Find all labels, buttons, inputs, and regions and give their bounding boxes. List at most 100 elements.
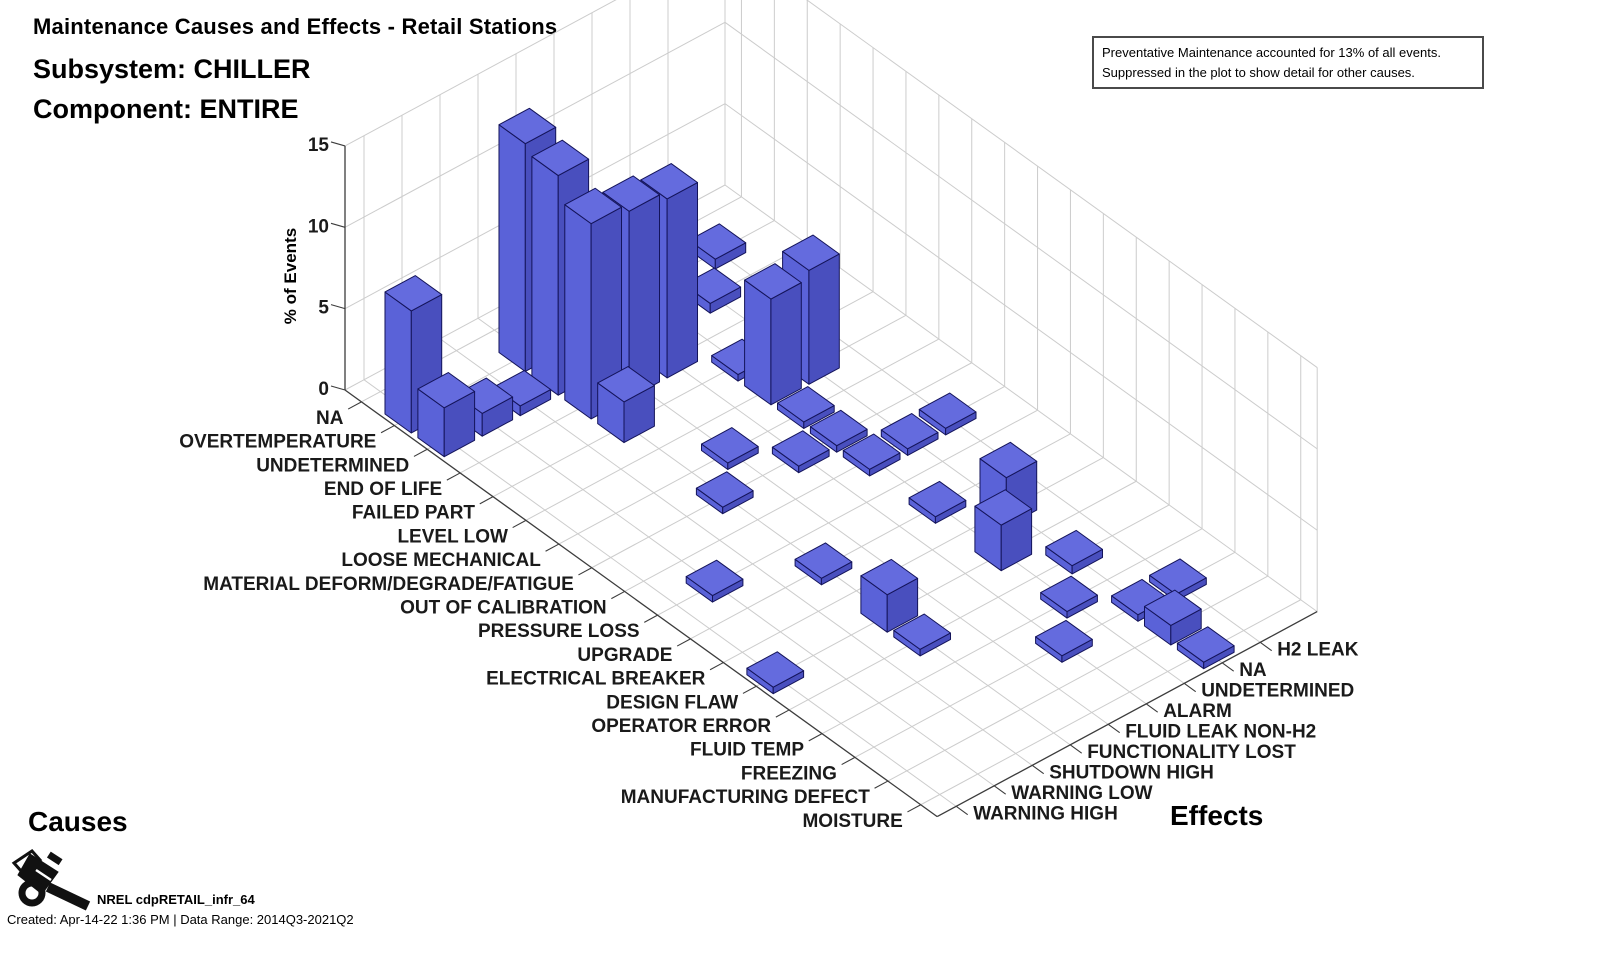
- bar-face-top: [1045, 529, 1104, 567]
- cause-tick: [841, 756, 856, 766]
- wall-gridline-z: [724, 103, 1318, 531]
- effects-axis: [936, 611, 1318, 818]
- z-axis-label: % of Events: [281, 227, 300, 325]
- cause-tick-label: FREEZING: [741, 763, 837, 784]
- cause-tick: [907, 804, 922, 813]
- cause-tick: [446, 472, 461, 481]
- cause-tick: [676, 638, 691, 647]
- bar-face-top: [974, 489, 1033, 526]
- bar-face-top: [640, 163, 699, 200]
- effect-tick-label: WARNING HIGH: [973, 803, 1118, 824]
- z-tick: [330, 385, 346, 391]
- bar-design-flaw-x-functionality-lost: [860, 558, 919, 633]
- bar-face-top: [908, 480, 967, 518]
- bar-design-flaw-x-warning-high: [746, 651, 805, 695]
- floor-gridline-cause: [591, 362, 972, 569]
- bar-face-top: [597, 366, 655, 403]
- bar-face-top: [1040, 575, 1098, 613]
- bar-failed-part-x-functionality-lost: [597, 366, 655, 444]
- bar-loose-mechanical-x-undetermined: [776, 386, 835, 429]
- cause-tick-label: OVERTEMPERATURE: [179, 432, 376, 453]
- bar-face-top: [794, 542, 853, 579]
- bar-face-top: [700, 427, 759, 464]
- bar-face-top: [744, 263, 802, 300]
- bar-out-of-calibration-x-na: [880, 413, 939, 456]
- bar-manufacturing-defect-x-na: [1143, 589, 1202, 646]
- bar-face-top: [918, 392, 977, 429]
- bar-face-right: [808, 253, 840, 385]
- bar-face-top: [746, 651, 805, 688]
- cause-tick-label: OPERATOR ERROR: [591, 716, 771, 737]
- effect-tick-label: H2 LEAK: [1277, 639, 1359, 660]
- bar-face-left: [498, 124, 526, 372]
- z-tick-label: 10: [308, 216, 329, 237]
- floor-gridline-cause: [920, 599, 1301, 806]
- effect-tick: [1031, 764, 1045, 775]
- cause-tick: [742, 685, 757, 694]
- note-line-1: Preventative Maintenance accounted for 1…: [1102, 45, 1441, 60]
- cause-tick-label: ELECTRICAL BREAKER: [486, 669, 705, 690]
- effect-tick-label: FLUID LEAK NON-H2: [1125, 721, 1316, 742]
- bar-undetermined-x-warning-high: [417, 372, 476, 458]
- fuel-nozzle-icon: [11, 849, 91, 911]
- z-tick-label: 15: [308, 135, 330, 156]
- header: Maintenance Causes and Effects - Retail …: [33, 14, 557, 125]
- bar-face-top: [695, 471, 754, 508]
- cause-tick-label: FAILED PART: [352, 503, 476, 524]
- bar-face-top: [842, 433, 901, 470]
- cause-tick: [479, 496, 494, 505]
- floor-gridline-cause: [723, 457, 1104, 663]
- bar-face-left: [744, 279, 772, 406]
- bar-face-top: [1143, 589, 1202, 626]
- bar-face-top: [688, 223, 747, 260]
- causes-axis: [344, 389, 938, 818]
- z-tick: [330, 141, 346, 147]
- cause-tick-label: MATERIAL DEFORM/DEGRADE/FATIGUE: [203, 574, 574, 595]
- effect-tick: [1183, 682, 1197, 693]
- cause-tick-label: LEVEL LOW: [397, 526, 508, 547]
- cause-tick-label: DESIGN FLAW: [606, 692, 738, 713]
- bar-face-top: [880, 413, 939, 450]
- bar-face-top: [809, 409, 868, 447]
- z-tick-label: 0: [318, 379, 329, 400]
- bar-face-left: [531, 156, 559, 396]
- effect-tick: [1069, 744, 1083, 754]
- cause-tick: [578, 567, 593, 576]
- cause-tick-label: MOISTURE: [802, 811, 902, 832]
- cause-tick: [380, 425, 395, 434]
- effect-tick: [1107, 723, 1121, 734]
- cause-tick-label: END OF LIFE: [324, 479, 442, 500]
- created-timestamp: Created: Apr-14-22 1:36 PM | Data Range:…: [7, 912, 354, 927]
- cause-tick: [808, 733, 823, 742]
- bar-face-top: [776, 386, 835, 423]
- cause-tick: [545, 543, 560, 552]
- cause-tick-label: FLUID TEMP: [690, 740, 804, 761]
- cause-tick-label: PRESSURE LOSS: [478, 621, 640, 642]
- wall-gridline-z: [724, 21, 1318, 450]
- dataset-id: NREL cdpRETAIL_infr_64: [97, 892, 255, 907]
- z-tick-label: 5: [318, 298, 329, 319]
- cause-tick-label: OUT OF CALIBRATION: [400, 597, 607, 618]
- bar-face-right: [628, 194, 661, 399]
- bar-face-top: [531, 139, 590, 177]
- bar-material-deform-degrade-fatigue-x-alarm: [771, 430, 830, 474]
- bar-pressure-loss-x-warning-low: [685, 559, 744, 603]
- bar-face-left: [384, 291, 412, 434]
- cause-tick-label: MANUFACTURING DEFECT: [621, 787, 870, 808]
- effect-tick: [1145, 703, 1159, 713]
- note-line-2: Suppressed in the plot to show detail fo…: [1102, 64, 1415, 80]
- bar-operator-error-x-na: [1045, 529, 1104, 575]
- floor-gridline-cause: [821, 528, 1203, 735]
- bar-face-top: [860, 558, 919, 596]
- bar-fluid-temp-x-undetermined: [1040, 575, 1098, 619]
- bar-face-top: [417, 372, 476, 409]
- preventative-maintenance-note: Preventative Maintenance accounted for 1…: [1092, 36, 1484, 89]
- bar-face-top: [771, 430, 830, 467]
- bar-face-top: [979, 441, 1038, 479]
- cause-tick-label: UNDETERMINED: [256, 455, 409, 476]
- effect-tick-label: ALARM: [1163, 701, 1232, 722]
- effects-axis-label: Effects: [1170, 800, 1264, 831]
- bar-face-top: [564, 187, 623, 225]
- bar-out-of-calibration-x-h2-leak: [918, 392, 977, 436]
- chart-subsystem: Subsystem: CHILLER: [33, 54, 311, 84]
